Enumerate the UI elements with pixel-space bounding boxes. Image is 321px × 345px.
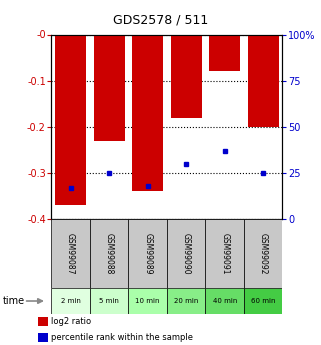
- Bar: [38, 317, 48, 326]
- Text: GSM99090: GSM99090: [182, 233, 191, 274]
- Text: time: time: [3, 296, 25, 306]
- Bar: [51, 219, 90, 288]
- Bar: [90, 288, 128, 314]
- Bar: [248, 34, 279, 127]
- Bar: [244, 288, 282, 314]
- Text: GDS2578 / 511: GDS2578 / 511: [113, 14, 208, 27]
- Bar: [205, 288, 244, 314]
- Bar: [38, 333, 48, 342]
- Text: GSM99091: GSM99091: [220, 233, 229, 274]
- Text: 10 min: 10 min: [135, 298, 160, 304]
- Bar: [90, 219, 128, 288]
- Bar: [167, 219, 205, 288]
- Bar: [167, 288, 205, 314]
- Bar: [244, 219, 282, 288]
- Bar: [128, 219, 167, 288]
- Text: GSM99087: GSM99087: [66, 233, 75, 274]
- Bar: [209, 34, 240, 71]
- Text: percentile rank within the sample: percentile rank within the sample: [51, 333, 193, 342]
- Bar: [128, 288, 167, 314]
- Text: GSM99092: GSM99092: [259, 233, 268, 274]
- Bar: [171, 34, 202, 118]
- Text: 20 min: 20 min: [174, 298, 198, 304]
- Bar: [55, 34, 86, 205]
- Text: GSM99088: GSM99088: [105, 233, 114, 274]
- Text: 40 min: 40 min: [213, 298, 237, 304]
- Text: GSM99089: GSM99089: [143, 233, 152, 274]
- Bar: [132, 34, 163, 191]
- Bar: [94, 34, 125, 141]
- Text: log2 ratio: log2 ratio: [51, 317, 91, 326]
- Bar: [205, 219, 244, 288]
- Text: 5 min: 5 min: [99, 298, 119, 304]
- Text: 2 min: 2 min: [61, 298, 81, 304]
- Bar: [51, 288, 90, 314]
- Text: 60 min: 60 min: [251, 298, 275, 304]
